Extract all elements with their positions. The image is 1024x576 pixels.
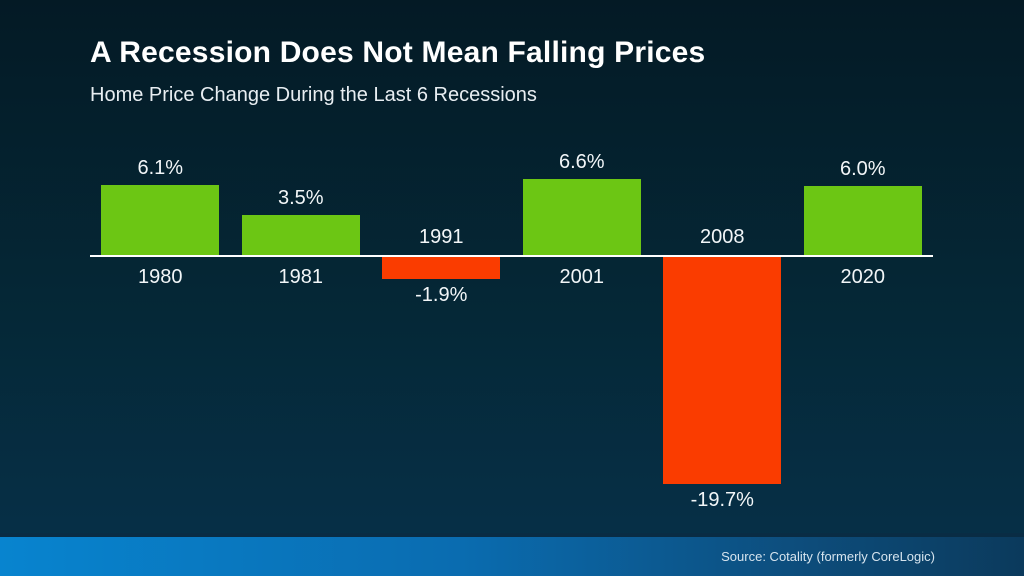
value-label-2020: 6.0% bbox=[839, 158, 886, 180]
bar-1991 bbox=[382, 257, 501, 279]
value-label-1981: 3.5% bbox=[277, 187, 324, 209]
footer-bar: Source: Cotality (formerly CoreLogic) bbox=[0, 533, 1024, 576]
value-label-2008: -19.7% bbox=[690, 489, 754, 511]
bar-2008 bbox=[663, 257, 782, 484]
chart-subtitle: Home Price Change During the Last 6 Rece… bbox=[90, 84, 537, 106]
year-label-2020: 2020 bbox=[840, 266, 886, 288]
bar-1980 bbox=[101, 185, 220, 255]
year-label-1980: 1980 bbox=[138, 266, 183, 288]
source-credit: Source: Cotality (formerly CoreLogic) bbox=[721, 549, 935, 564]
value-label-1980: 6.1% bbox=[137, 157, 184, 179]
year-label-2008: 2008 bbox=[700, 226, 745, 248]
bar-2001 bbox=[522, 179, 641, 255]
year-label-1981: 1981 bbox=[278, 266, 324, 288]
x-axis-line bbox=[90, 255, 933, 257]
year-label-2001: 2001 bbox=[559, 266, 605, 288]
bar-1981 bbox=[241, 215, 360, 255]
value-label-2001: 6.6% bbox=[558, 151, 605, 173]
value-label-1991: -1.9% bbox=[415, 284, 468, 306]
bar-2020 bbox=[803, 186, 922, 255]
chart-title: A Recession Does Not Mean Falling Prices bbox=[90, 36, 706, 69]
bar-chart: 6.1% 1980 3.5% 1981 1991 -1.9% 6.6% 2001 2008 -19… bbox=[90, 140, 933, 532]
year-label-1991: 1991 bbox=[419, 226, 464, 248]
